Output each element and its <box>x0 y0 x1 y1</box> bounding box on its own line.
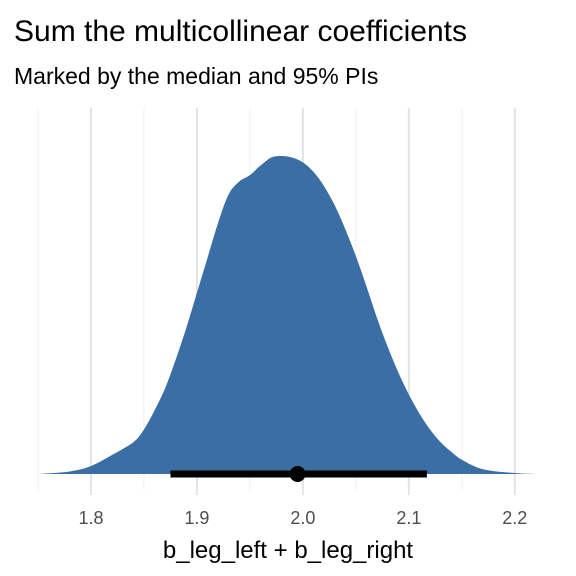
x-axis-ticks: 1.8 1.9 2.0 2.1 2.2 <box>78 490 527 528</box>
chart-title: Sum the multicollinear coefficients <box>14 15 467 48</box>
x-tick-label: 2.1 <box>396 508 421 528</box>
density-curve <box>38 156 536 474</box>
point-interval <box>170 466 427 482</box>
x-tick-label: 1.9 <box>184 508 209 528</box>
x-tick-label: 2.0 <box>290 508 315 528</box>
x-axis-title: b_leg_left + b_leg_right <box>163 537 414 564</box>
x-tick-label: 1.8 <box>78 508 103 528</box>
chart-subtitle: Marked by the median and 95% PIs <box>14 63 378 89</box>
x-tick-label: 2.2 <box>502 508 527 528</box>
density-area <box>38 156 536 474</box>
median-point <box>289 466 306 482</box>
